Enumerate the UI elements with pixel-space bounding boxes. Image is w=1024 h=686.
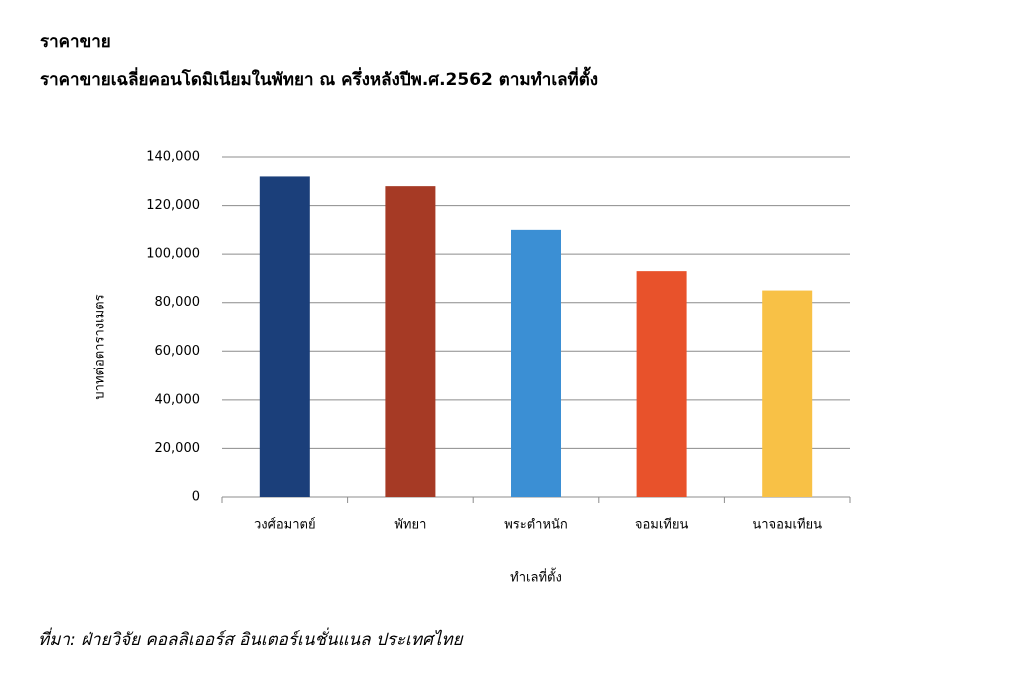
bar: [385, 186, 436, 497]
y-tick-label: 140,000: [146, 150, 200, 165]
x-tick-label: วงศ์อมาตย์: [254, 517, 316, 533]
y-tick-label: 20,000: [155, 441, 201, 456]
x-axis-label: ทำเลที่ตั้ง: [510, 568, 562, 586]
y-axis-label: บาทต่อตารางเมตร: [93, 294, 108, 399]
y-tick-label: 60,000: [155, 344, 201, 359]
bar: [636, 271, 687, 497]
bar: [511, 229, 561, 497]
chart-heading: ราคาขาย: [40, 32, 111, 52]
y-tick-label: 80,000: [155, 295, 201, 310]
source-note: ที่มา: ฝ่ายวิจัย คอลลิเออร์ส อินเตอร์เนช…: [38, 627, 464, 650]
chart-title: ราคาขายเฉลี่ยคอนโดมิเนียมในพัทยา ณ ครึ่ง…: [40, 66, 598, 90]
y-tick-label: 0: [192, 490, 200, 505]
x-tick-label: นาจอมเทียน: [752, 517, 822, 533]
y-tick-label: 100,000: [146, 247, 200, 262]
bar: [259, 176, 310, 497]
x-tick-label: จอมเทียน: [635, 517, 689, 533]
x-tick-label: พัทยา: [394, 518, 426, 533]
y-tick-label: 120,000: [146, 198, 200, 213]
x-tick-label: พระตำหนัก: [504, 518, 568, 533]
bar: [762, 290, 813, 497]
y-tick-label: 40,000: [155, 392, 201, 407]
